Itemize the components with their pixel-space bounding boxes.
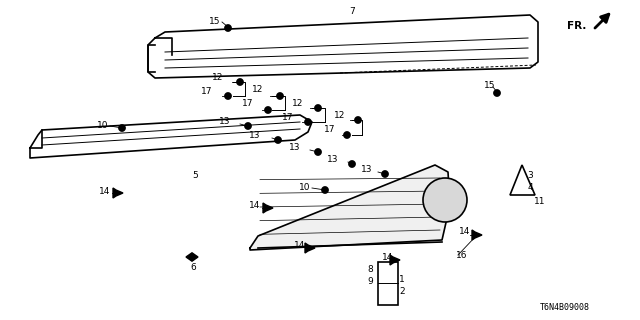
Text: 14: 14 <box>294 241 306 250</box>
Text: 12: 12 <box>334 110 346 119</box>
Polygon shape <box>186 253 198 261</box>
Text: 2: 2 <box>399 287 405 297</box>
Polygon shape <box>510 165 535 195</box>
Circle shape <box>344 132 351 139</box>
Text: 17: 17 <box>324 125 336 134</box>
Polygon shape <box>148 15 538 78</box>
Circle shape <box>276 92 284 100</box>
Text: 14: 14 <box>250 201 260 210</box>
Circle shape <box>349 161 355 167</box>
Circle shape <box>244 123 252 130</box>
Circle shape <box>321 187 328 194</box>
Circle shape <box>118 124 125 132</box>
Circle shape <box>423 178 467 222</box>
Text: FR.: FR. <box>566 21 586 31</box>
Text: 17: 17 <box>282 113 294 122</box>
Text: 14: 14 <box>382 253 394 262</box>
Text: 15: 15 <box>484 81 496 90</box>
Polygon shape <box>113 188 123 198</box>
Text: 9: 9 <box>367 277 373 286</box>
Text: 7: 7 <box>349 7 355 17</box>
Polygon shape <box>472 230 482 240</box>
Circle shape <box>314 148 321 156</box>
Text: 12: 12 <box>252 85 264 94</box>
Circle shape <box>237 78 243 85</box>
Text: 10: 10 <box>300 182 311 191</box>
Text: 15: 15 <box>209 18 221 27</box>
Polygon shape <box>305 243 315 253</box>
Text: 10: 10 <box>97 121 109 130</box>
Polygon shape <box>378 262 398 305</box>
Polygon shape <box>30 115 312 158</box>
Text: 12: 12 <box>292 99 304 108</box>
Circle shape <box>305 118 312 125</box>
Text: 11: 11 <box>534 197 546 206</box>
Text: 13: 13 <box>249 132 260 140</box>
Text: 14: 14 <box>99 188 111 196</box>
Circle shape <box>225 25 232 31</box>
Text: 16: 16 <box>456 251 468 260</box>
Text: 13: 13 <box>327 156 339 164</box>
Polygon shape <box>263 203 273 213</box>
Text: 5: 5 <box>192 171 198 180</box>
Text: 8: 8 <box>367 266 373 275</box>
Text: 4: 4 <box>527 183 533 193</box>
Text: 3: 3 <box>527 171 533 180</box>
Text: 6: 6 <box>190 263 196 273</box>
Circle shape <box>225 92 232 100</box>
Text: 13: 13 <box>220 117 231 126</box>
Text: 14: 14 <box>460 228 470 236</box>
Text: 13: 13 <box>289 143 301 153</box>
Text: 12: 12 <box>212 74 224 83</box>
Circle shape <box>275 137 282 143</box>
Polygon shape <box>250 165 450 250</box>
Text: 13: 13 <box>361 165 372 174</box>
Text: 17: 17 <box>201 87 212 97</box>
Circle shape <box>381 171 388 178</box>
Text: 1: 1 <box>399 276 405 284</box>
Circle shape <box>355 116 362 124</box>
Circle shape <box>264 107 271 114</box>
Circle shape <box>493 90 500 97</box>
Circle shape <box>314 105 321 111</box>
Text: 17: 17 <box>243 100 253 108</box>
Polygon shape <box>390 255 400 265</box>
Text: T6N4B09008: T6N4B09008 <box>540 303 590 312</box>
